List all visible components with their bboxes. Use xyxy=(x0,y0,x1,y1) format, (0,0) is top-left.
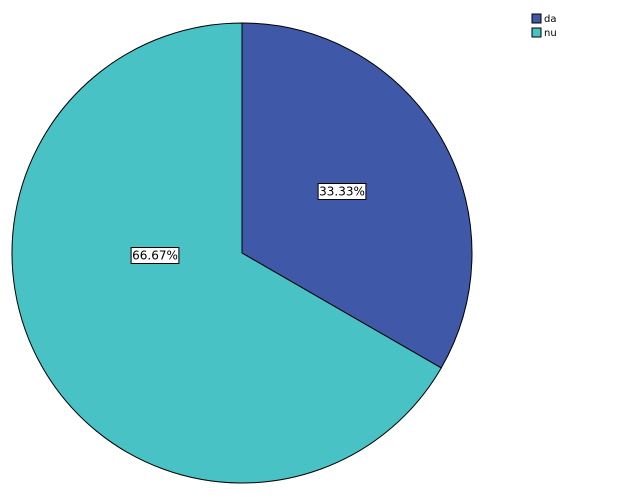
data-label: 66.67% xyxy=(132,249,178,263)
legend-swatch xyxy=(531,13,542,24)
data-label-group: 66.67% xyxy=(130,247,180,264)
legend-label: nu xyxy=(544,28,557,39)
data-label: 33.33% xyxy=(319,185,365,199)
pie-slice xyxy=(11,22,442,484)
legend-swatch xyxy=(531,27,542,38)
legend-label: da xyxy=(544,14,556,25)
data-label-box xyxy=(317,183,367,200)
data-label-box xyxy=(130,247,180,264)
data-label-group: 33.33% xyxy=(317,183,367,200)
